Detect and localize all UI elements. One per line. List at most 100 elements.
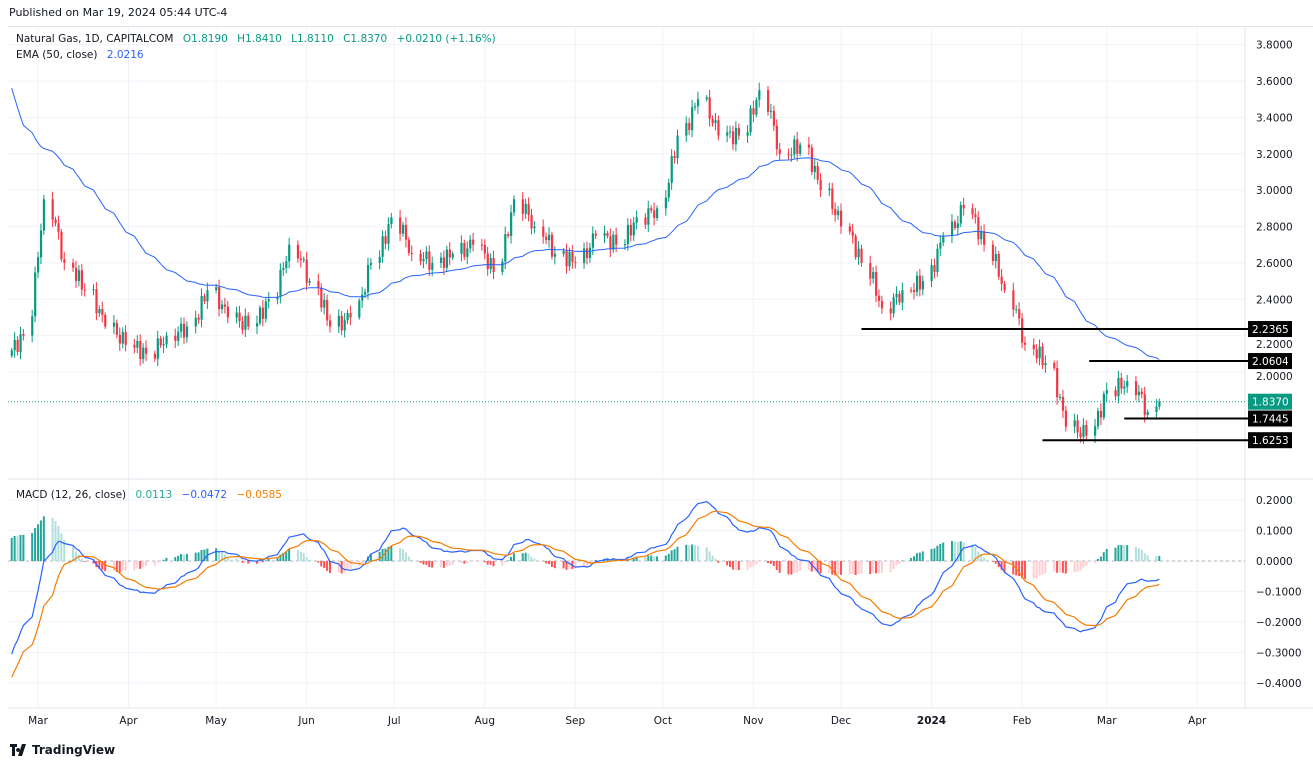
macd-histogram-bar (1085, 561, 1088, 566)
macd-histogram-bar (235, 558, 238, 561)
candle (1102, 393, 1105, 418)
macd-histogram-bar (422, 561, 425, 565)
candle (793, 139, 796, 155)
candle (115, 322, 119, 335)
candle (834, 208, 837, 216)
macd-legend: MACD (12, 26, close) 0.0113 −0.0472 −0.0… (16, 489, 288, 501)
price-tick-label: 2.8000 (1256, 222, 1293, 234)
candle (387, 224, 390, 244)
macd-histogram-bar (731, 561, 734, 570)
price-tick-label: 2.6000 (1256, 258, 1293, 270)
macd-histogram-bar (994, 561, 997, 564)
macd-histogram-bar (349, 561, 352, 569)
level-price-badge (1248, 432, 1292, 449)
candle (758, 90, 761, 100)
candle (1032, 344, 1035, 350)
macd-histogram-bar (1099, 556, 1102, 561)
macd-histogram-bar (635, 556, 638, 561)
candle (124, 332, 127, 345)
macd-histogram-bar (104, 561, 107, 572)
candle (799, 144, 802, 154)
symbol-name[interactable]: Natural Gas, 1D, CAPITALCOM (16, 33, 174, 45)
candle (1085, 424, 1088, 436)
macd-histogram-bar (1035, 561, 1038, 579)
candle (241, 321, 244, 330)
candle (442, 257, 446, 268)
candle (831, 188, 834, 209)
macd-histogram-bar (962, 542, 965, 561)
candle (571, 251, 574, 262)
candle (384, 236, 387, 244)
candle (542, 226, 545, 237)
macd-histogram-bar (390, 546, 393, 561)
published-date: Published on Mar 19, 2024 05:44 UTC-4 (9, 6, 228, 19)
close-value: C1.8370 (343, 33, 388, 45)
macd-histogram-bar (486, 561, 489, 565)
macd-tick-label: −0.4000 (1256, 678, 1302, 690)
last-price-badge (1248, 393, 1292, 410)
macd-histogram-bar (296, 550, 299, 561)
candle (422, 259, 425, 262)
candle (472, 239, 475, 245)
candle (133, 344, 136, 348)
candle (337, 315, 340, 327)
candle (381, 236, 384, 257)
macd-histogram-bar (57, 525, 60, 561)
macd-histogram-bar (42, 516, 45, 561)
macd-histogram-bar (737, 561, 740, 571)
candle (1158, 401, 1161, 407)
macd-histogram-bar (971, 544, 974, 561)
candle (1126, 381, 1129, 387)
macd-histogram-bar (428, 561, 431, 568)
candle (591, 233, 594, 248)
candle (431, 262, 434, 270)
candle (305, 259, 308, 283)
candle (364, 292, 367, 295)
macd-histogram-bar (10, 537, 13, 561)
macd-histogram-bar (276, 558, 279, 561)
macd-histogram-bar (445, 561, 448, 567)
macd-histogram-bar (921, 551, 924, 561)
tradingview-footer[interactable]: TradingView (10, 743, 115, 757)
macd-histogram-bar (542, 561, 545, 562)
tradingview-logo-icon (10, 744, 26, 756)
macd-histogram-bar (285, 551, 288, 561)
candle (235, 312, 238, 318)
candle (1137, 391, 1141, 396)
ema-label[interactable]: EMA (50, close) (16, 49, 98, 61)
macd-histogram-bar (810, 561, 813, 572)
macd-histogram-bar (1126, 545, 1129, 561)
macd-histogram-bar (329, 561, 331, 573)
macd-histogram-bar (483, 561, 486, 563)
macd-histogram-bar (1155, 555, 1158, 561)
macd-histogram-bar (1105, 549, 1108, 561)
candle (63, 259, 66, 263)
chart-canvas[interactable]: 3.8000 3.6000 3.4000 3.2000 3.0000 2.8000 2.60… (0, 0, 1313, 740)
candle (1079, 432, 1082, 438)
candle (288, 244, 291, 262)
candle (507, 234, 510, 236)
macd-histogram-bar (696, 545, 699, 561)
change-value: +0.0210 (+1.16%) (396, 33, 496, 45)
macd-histogram-bar (194, 552, 197, 561)
level-price-badge (1248, 321, 1292, 338)
macd-histogram-bar (410, 559, 413, 561)
macd-histogram-bar (256, 561, 258, 564)
candle (1015, 309, 1018, 311)
macd-histogram-bar (691, 544, 694, 561)
candle (1038, 346, 1041, 359)
macd-histogram-bar (574, 561, 577, 569)
price-tick-label: 3.6000 (1256, 76, 1293, 88)
macd-histogram-bar (343, 561, 346, 573)
candle (343, 320, 346, 331)
macd-histogram-bar (901, 560, 904, 561)
macd-label[interactable]: MACD (12, 26, close) (16, 489, 127, 501)
time-tick-label: Nov (743, 715, 764, 727)
candle (921, 281, 924, 290)
macd-histogram-bar (183, 554, 185, 561)
candle (22, 334, 25, 336)
candle (980, 231, 983, 240)
chart-frame[interactable] (8, 26, 1313, 739)
macd-histogram-bar (664, 555, 667, 561)
macd-histogram-bar (241, 561, 244, 563)
